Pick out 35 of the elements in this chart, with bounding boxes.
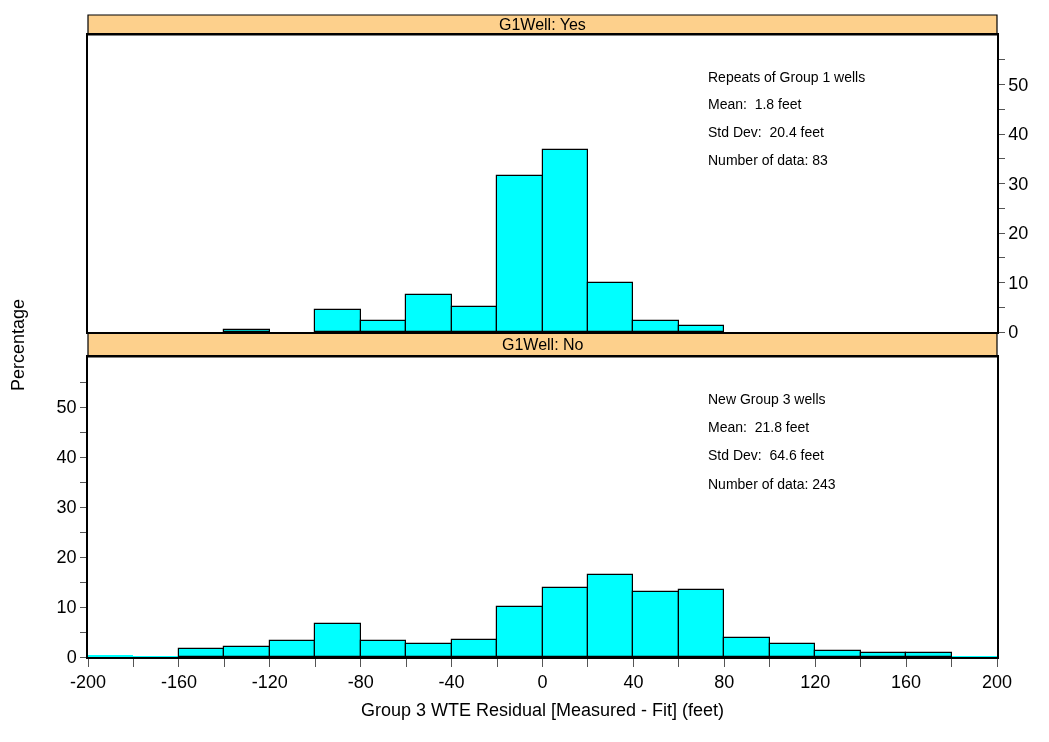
annotation: Mean: 21.8 feet bbox=[708, 419, 810, 435]
x-tick-label: 80 bbox=[714, 672, 735, 693]
y-tick-label: 50 bbox=[56, 397, 77, 418]
chart-title: G1Well: No bbox=[502, 336, 584, 353]
annotation: Mean: 1.8 feet bbox=[708, 96, 802, 112]
y-tick-label: 10 bbox=[56, 597, 77, 618]
annotation: Number of data: 243 bbox=[708, 476, 836, 492]
y-tick-label: 50 bbox=[1008, 74, 1029, 95]
annotation: Repeats of Group 1 wells bbox=[708, 69, 866, 85]
annotation: Number of data: 83 bbox=[708, 152, 829, 168]
annotation: Std Dev: 20.4 feet bbox=[708, 124, 825, 140]
y-tick-label: 30 bbox=[1008, 173, 1029, 194]
x-axis-title: Group 3 WTE Residual [Measured - Fit] (feet) bbox=[360, 699, 725, 720]
y-tick-label: 10 bbox=[1008, 272, 1029, 293]
x-tick-label: 40 bbox=[623, 672, 644, 693]
x-tick-label: 0 bbox=[537, 672, 548, 693]
y-tick-label: 0 bbox=[1008, 322, 1019, 343]
x-tick-label: -80 bbox=[347, 672, 374, 693]
x-tick-label: -200 bbox=[69, 672, 107, 693]
x-tick-label: 120 bbox=[800, 672, 831, 693]
annotation: New Group 3 wells bbox=[708, 391, 826, 407]
annotation: Std Dev: 64.6 feet bbox=[708, 447, 825, 463]
x-tick-label: -120 bbox=[251, 672, 288, 693]
x-tick-label: 160 bbox=[891, 672, 922, 693]
y-tick-label: 40 bbox=[56, 447, 77, 468]
y-tick-label: 20 bbox=[1008, 223, 1029, 244]
chart-title: G1Well: Yes bbox=[499, 16, 586, 33]
y-tick-label: 20 bbox=[56, 547, 77, 568]
y-tick-label: 0 bbox=[66, 647, 77, 668]
y-tick-label: 30 bbox=[56, 497, 77, 518]
x-tick-label: -40 bbox=[438, 672, 465, 693]
y-axis-title: Percentage bbox=[8, 298, 28, 391]
x-tick-label: 200 bbox=[981, 672, 1013, 693]
x-tick-label: -160 bbox=[160, 672, 197, 693]
y-tick-label: 40 bbox=[1008, 124, 1029, 145]
